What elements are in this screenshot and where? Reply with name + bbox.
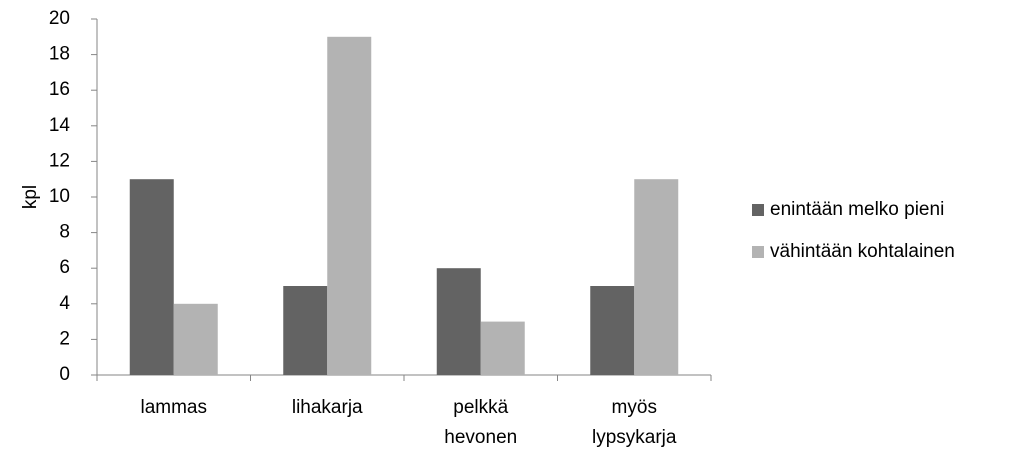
y-tick-labels: 0 2 4 6 8 10 12 14 16 18 20 — [49, 8, 71, 385]
bar-series-1 — [436, 268, 481, 375]
legend-label-series-1: enintään melko pieni — [770, 199, 945, 220]
x-tick-labels: lammas lihakarja pelkkä hevonen myös lypsykar… — [140, 397, 676, 448]
y-axis-label: kpl — [20, 185, 41, 209]
y-tick-label: 8 — [59, 222, 70, 243]
legend-item-series-1: enintään melko pieni — [752, 198, 955, 222]
x-tick-label: lammas — [140, 397, 207, 418]
y-tick-label: 6 — [59, 257, 70, 278]
x-tick-label: hevonen — [444, 427, 517, 448]
y-tick-label: 0 — [59, 364, 70, 385]
legend: enintään melko pieni vähintään kohtalain… — [752, 198, 955, 282]
y-tick-label: 12 — [49, 150, 70, 171]
y-tick-label: 14 — [49, 115, 71, 136]
bar-series-2 — [327, 36, 372, 376]
x-tick-label: myös — [612, 397, 657, 418]
y-tick-label: 4 — [59, 293, 70, 314]
bar-series-1 — [590, 286, 635, 375]
y-tick-label: 10 — [49, 186, 70, 207]
bar-series-1 — [129, 179, 174, 375]
x-tick-label: pelkkä — [453, 397, 508, 418]
legend-swatch-series-1 — [752, 204, 764, 216]
bar-series-2 — [634, 179, 679, 375]
y-tick-label: 20 — [49, 8, 70, 29]
x-tick-label: lihakarja — [292, 397, 363, 418]
y-tick-label: 16 — [49, 79, 70, 100]
y-tick-label: 18 — [49, 44, 70, 65]
bar-series-2 — [173, 303, 218, 375]
y-tick-label: 2 — [59, 328, 70, 349]
bar-series-1 — [283, 286, 328, 375]
bar-series-2 — [480, 321, 525, 375]
x-tick-label: lypsykarja — [592, 427, 677, 448]
legend-label-series-2: vähintään kohtalainen — [770, 241, 955, 262]
legend-swatch-series-2 — [752, 246, 764, 258]
bars — [129, 36, 679, 376]
legend-item-series-2: vähintään kohtalainen — [752, 240, 955, 264]
